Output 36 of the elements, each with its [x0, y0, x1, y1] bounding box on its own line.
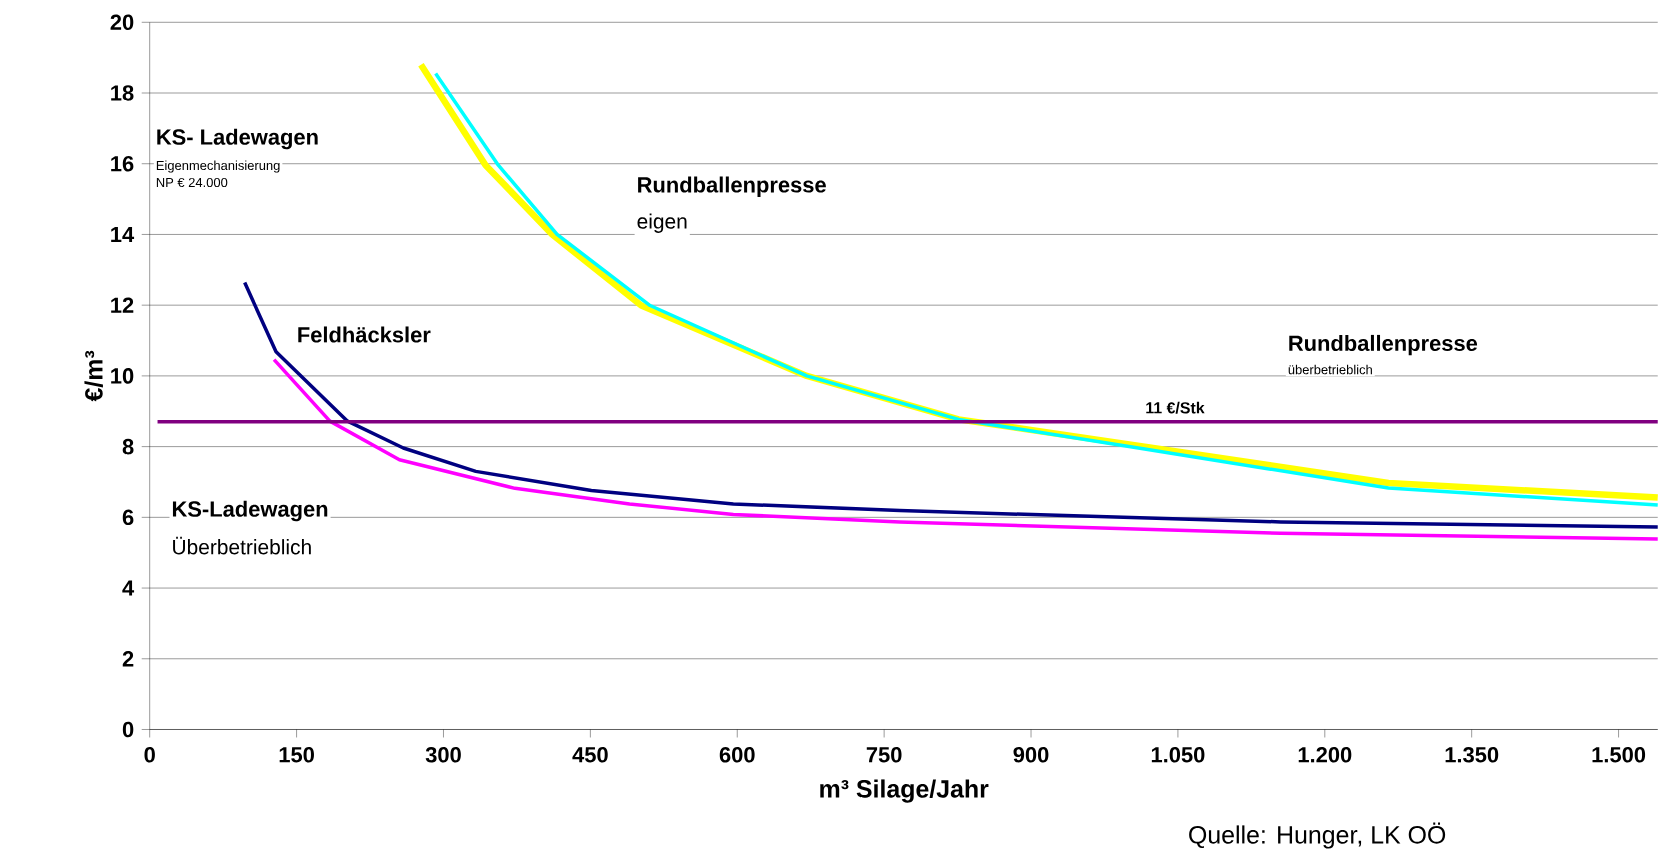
x-tick-label: 1.200: [1298, 747, 1352, 763]
x-tick-label: 0: [144, 747, 155, 763]
annotation: KS- Ladewagen: [157, 128, 318, 150]
annotation: 11 €/Stk: [1146, 401, 1205, 414]
y-tick-label: 18: [111, 85, 134, 101]
x-tick-label: 750: [866, 747, 902, 763]
y-tick-label: 4: [122, 580, 135, 596]
source-note: Quelle: Hunger, LK OÖ: [1189, 822, 1446, 849]
y-tick-label: 12: [111, 297, 134, 313]
annotation: eigen: [637, 213, 687, 233]
x-tick-label: 900: [1013, 747, 1049, 763]
annotation: KS-Ladewagen: [172, 500, 328, 522]
x-tick-label: 1.500: [1592, 747, 1646, 763]
x-axis-title: m³ Silage/Jahr: [820, 779, 989, 803]
y-tick-label: 6: [122, 509, 134, 526]
x-tick-label: 450: [572, 747, 608, 763]
y-axis-title: €/m³: [84, 350, 103, 402]
annotation: überbetrieblich: [1288, 364, 1372, 375]
annotation: Feldhäcksler: [298, 326, 431, 343]
x-tick-label: 1.350: [1445, 747, 1499, 763]
x-tick-label: 600: [719, 747, 755, 763]
x-tick-label: 150: [279, 747, 314, 763]
annotation: Rundballenpresse: [1289, 334, 1478, 356]
y-tick-label: 14: [111, 226, 135, 242]
x-tick-label: 1.050: [1151, 747, 1205, 763]
annotation: Rundballenpresse: [638, 176, 826, 197]
annotation: Überbetrieblich: [173, 536, 311, 555]
y-tick-label: 2: [122, 651, 134, 667]
annotation: Eigenmechanisierung: [156, 160, 280, 173]
y-tick-label: 0: [122, 721, 134, 738]
annotation: NP € 24.000: [156, 177, 228, 188]
y-tick-label: 16: [111, 155, 134, 172]
y-tick-label: 10: [111, 368, 134, 384]
y-tick-label: 20: [110, 14, 134, 31]
x-tick-label: 300: [425, 747, 461, 763]
y-tick-label: 8: [122, 438, 134, 455]
